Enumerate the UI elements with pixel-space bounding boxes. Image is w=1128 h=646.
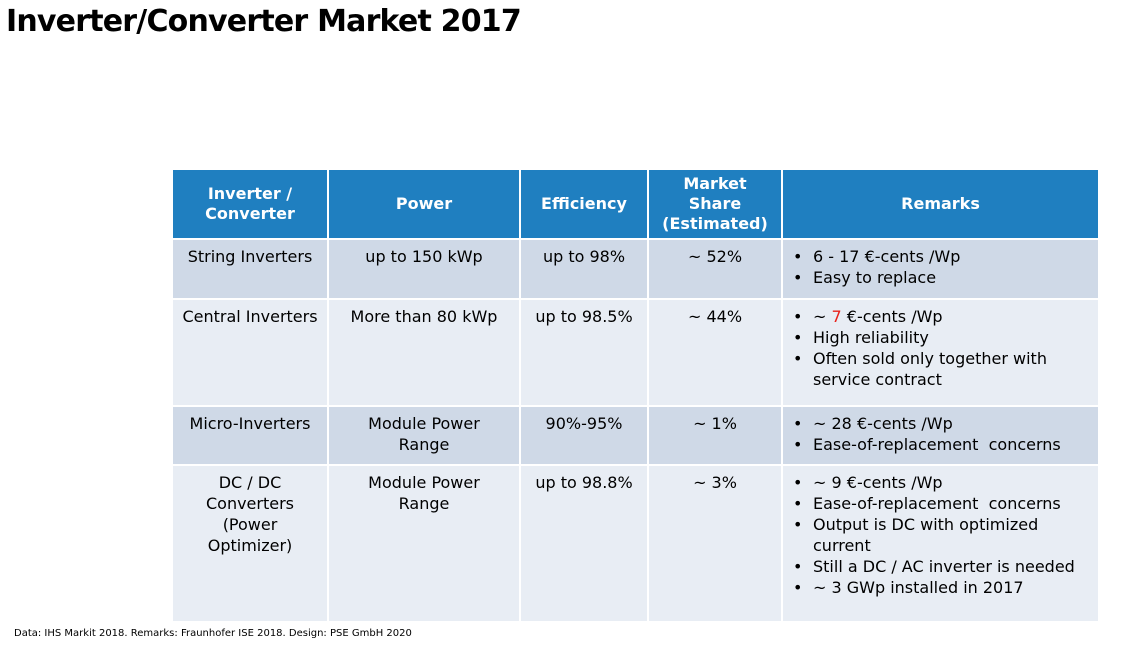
cell-share: ~ 1%: [647, 405, 783, 466]
remark-item: Ease-of-replacement concerns: [791, 493, 1098, 514]
remark-item: ~ 3 GWp installed in 2017: [791, 577, 1098, 598]
cell-share: ~ 52%: [647, 238, 783, 300]
table-header-row: Inverter / Converter Power Efficiency Ma…: [171, 168, 1100, 240]
cell-remarks: ~ 9 €-cents /Wp Ease-of-replacement conc…: [781, 464, 1100, 623]
cell-share: ~ 3%: [647, 464, 783, 623]
cell-type: Central Inverters: [171, 298, 329, 407]
remark-item: ~ 7 €-cents /Wp: [791, 306, 1098, 327]
column-header-power: Power: [327, 168, 521, 240]
source-footnote: Data: IHS Markit 2018. Remarks: Fraunhof…: [14, 628, 412, 639]
cell-remarks: ~ 7 €-cents /Wp High reliability Often s…: [781, 298, 1100, 407]
table-row: String Inverters up to 150 kWp up to 98%…: [171, 238, 1100, 300]
remark-item: 6 - 17 €-cents /Wp: [791, 246, 1098, 267]
table-row: Central Inverters More than 80 kWp up to…: [171, 298, 1100, 407]
cell-power: More than 80 kWp: [327, 298, 521, 407]
cell-share: ~ 44%: [647, 298, 783, 407]
page-title: Inverter/Converter Market 2017: [6, 4, 522, 39]
cell-type: String Inverters: [171, 238, 329, 300]
column-header-remarks: Remarks: [781, 168, 1100, 240]
cell-efficiency: up to 98.5%: [519, 298, 649, 407]
highlighted-price: 7: [831, 307, 842, 326]
remark-item: Easy to replace: [791, 267, 1098, 288]
remark-item: Output is DC with optimized current: [791, 514, 1053, 556]
table-row: DC / DC Converters (Power Optimizer) Mod…: [171, 464, 1100, 623]
cell-power: Module Power Range: [327, 464, 521, 623]
column-header-market-share: Market Share (Estimated): [647, 168, 783, 240]
column-header-efficiency: Efficiency: [519, 168, 649, 240]
cell-efficiency: up to 98%: [519, 238, 649, 300]
remark-item: Often sold only together with service co…: [791, 348, 1063, 390]
remark-item: ~ 28 €-cents /Wp: [791, 413, 1098, 434]
cell-remarks: 6 - 17 €-cents /Wp Easy to replace: [781, 238, 1100, 300]
column-header-type: Inverter / Converter: [171, 168, 329, 240]
cell-efficiency: up to 98.8%: [519, 464, 649, 623]
cell-efficiency: 90%-95%: [519, 405, 649, 466]
remark-item: High reliability: [791, 327, 1098, 348]
remark-item: Still a DC / AC inverter is needed: [791, 556, 1098, 577]
remark-item: ~ 9 €-cents /Wp: [791, 472, 1098, 493]
cell-remarks: ~ 28 €-cents /Wp Ease-of-replacement con…: [781, 405, 1100, 466]
cell-type: DC / DC Converters (Power Optimizer): [171, 464, 329, 623]
table-row: Micro-Inverters Module Power Range 90%-9…: [171, 405, 1100, 466]
remark-item: Ease-of-replacement concerns: [791, 434, 1098, 455]
cell-power: up to 150 kWp: [327, 238, 521, 300]
cell-type: Micro-Inverters: [171, 405, 329, 466]
cell-power: Module Power Range: [327, 405, 521, 466]
market-table: Inverter / Converter Power Efficiency Ma…: [171, 168, 1100, 623]
